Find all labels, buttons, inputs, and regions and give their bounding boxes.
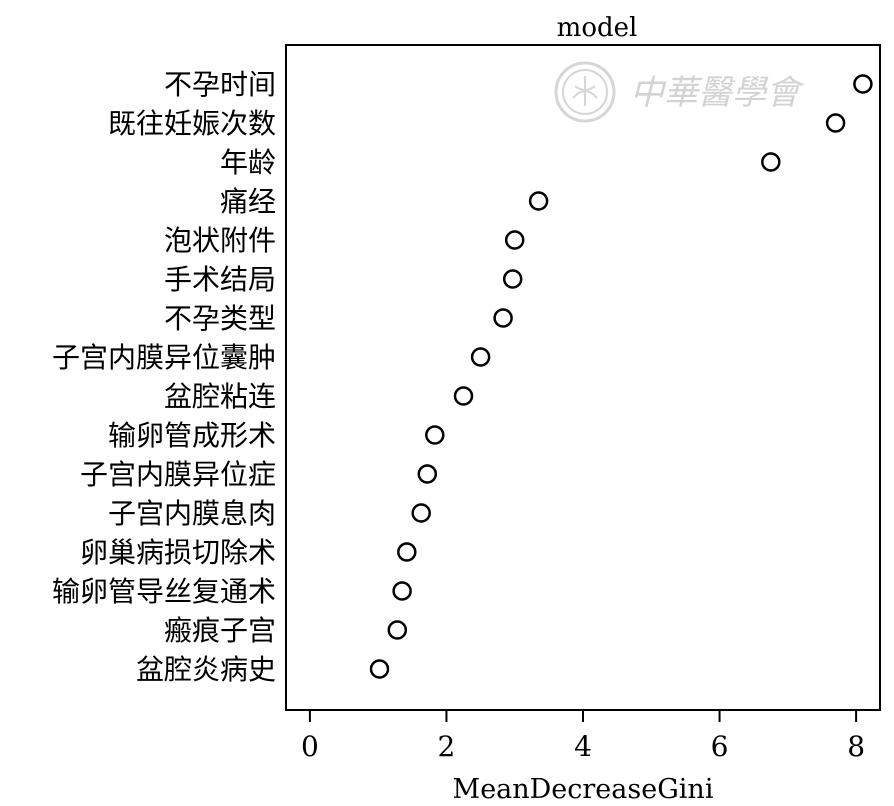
x-tick-label: 2 bbox=[438, 730, 456, 763]
category-label: 子宫内膜异位症 bbox=[80, 458, 276, 491]
category-label: 子宫内膜息肉 bbox=[108, 497, 276, 530]
category-label: 痛经 bbox=[220, 185, 276, 218]
category-label: 子宫内膜异位囊肿 bbox=[52, 341, 276, 374]
data-point bbox=[504, 230, 525, 250]
x-tick-label: 6 bbox=[711, 730, 729, 763]
data-point bbox=[493, 308, 513, 328]
category-label: 输卵管导丝复通术 bbox=[52, 575, 276, 608]
category-label: 泡状附件 bbox=[164, 224, 276, 257]
data-point bbox=[417, 464, 438, 484]
category-label: 瘢痕子宫 bbox=[164, 614, 276, 647]
data-point bbox=[453, 386, 474, 406]
data-point bbox=[392, 581, 412, 601]
data-point bbox=[502, 269, 523, 289]
x-tick-label: 4 bbox=[574, 730, 592, 763]
category-label: 年龄 bbox=[220, 146, 276, 179]
chart-title: model bbox=[557, 13, 638, 43]
x-axis: 0 2 4 6 8 bbox=[301, 710, 865, 763]
x-tick-label: 0 bbox=[301, 730, 319, 763]
data-point bbox=[411, 503, 431, 523]
data-points bbox=[369, 74, 873, 679]
category-labels: 不孕时间既往妊娠次数年龄痛经泡状附件手术结局不孕类型子宫内膜异位囊肿盆腔粘连输卵… bbox=[52, 68, 276, 686]
data-point bbox=[470, 347, 491, 367]
category-label: 输卵管成形术 bbox=[108, 419, 276, 452]
watermark-text: 中華醫學會 bbox=[630, 73, 805, 113]
data-point bbox=[397, 542, 417, 562]
watermark: 中華醫學會 bbox=[554, 61, 805, 123]
category-label: 既往妊娠次数 bbox=[108, 107, 276, 140]
category-label: 手术结局 bbox=[164, 263, 276, 296]
category-label: 不孕时间 bbox=[164, 68, 276, 101]
data-point bbox=[528, 191, 549, 211]
data-point bbox=[825, 113, 846, 133]
data-point bbox=[853, 74, 873, 94]
x-tick-label: 8 bbox=[847, 730, 865, 763]
plot-frame bbox=[285, 44, 881, 711]
data-point bbox=[761, 152, 781, 172]
data-point bbox=[387, 620, 408, 640]
x-axis-label: MeanDecreaseGini bbox=[453, 774, 714, 805]
category-label: 不孕类型 bbox=[164, 302, 276, 335]
category-label: 盆腔粘连 bbox=[164, 380, 276, 413]
data-point bbox=[369, 659, 390, 679]
category-label: 盆腔炎病史 bbox=[136, 653, 276, 686]
watermark-seal bbox=[554, 61, 616, 123]
data-point bbox=[425, 425, 445, 445]
category-label: 卵巢病损切除术 bbox=[80, 536, 276, 569]
